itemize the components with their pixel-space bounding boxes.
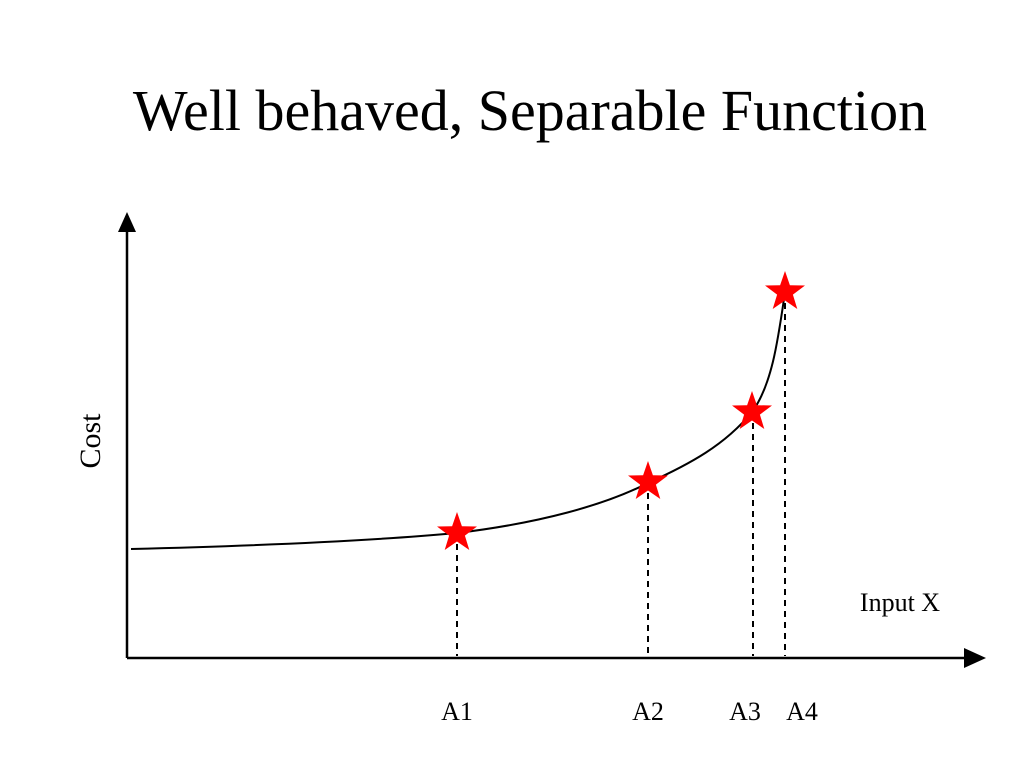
star-icon bbox=[628, 461, 668, 499]
point-label-a3: A3 bbox=[729, 697, 761, 726]
slide-title: Well behaved, Separable Function bbox=[132, 78, 928, 143]
cost-curve bbox=[130, 291, 786, 550]
x-axis-arrow-icon bbox=[964, 648, 986, 668]
x-axis-label: Input X bbox=[860, 588, 940, 617]
point-label-a4: A4 bbox=[786, 697, 818, 726]
star-icon bbox=[765, 271, 805, 309]
star-icon bbox=[437, 512, 477, 550]
point-label-a2: A2 bbox=[632, 697, 664, 726]
point-label-a1: A1 bbox=[441, 697, 473, 726]
y-axis-label: Cost bbox=[74, 413, 107, 469]
star-icon bbox=[732, 391, 772, 429]
y-axis-arrow-icon bbox=[118, 212, 136, 232]
